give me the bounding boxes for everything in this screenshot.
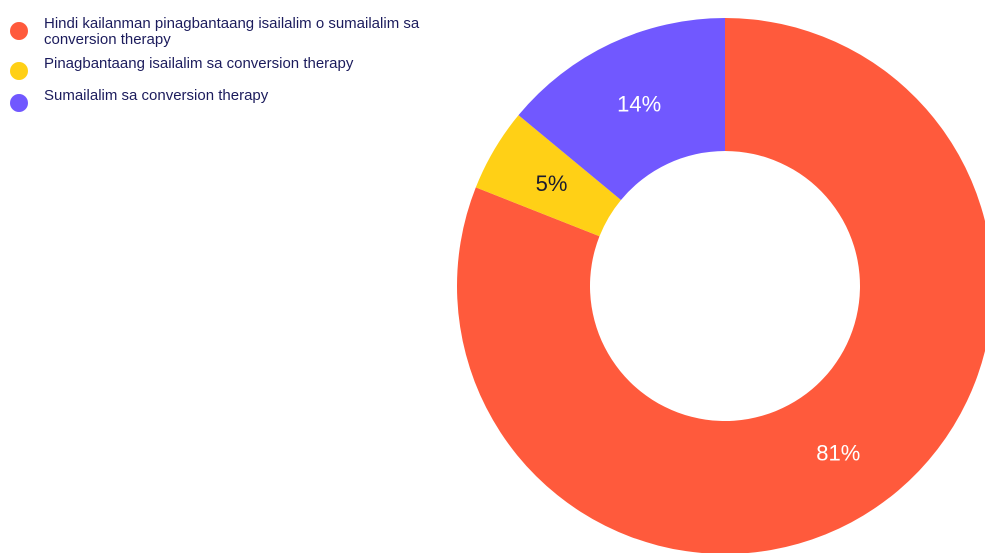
data-label: 81% <box>816 440 860 465</box>
donut-slice <box>457 18 985 553</box>
legend-item: Pinagbantaang isailalim sa conversion th… <box>10 56 490 80</box>
legend: Hindi kailanman pinagbantaang isailalim … <box>10 16 490 120</box>
legend-item: Sumailalim sa conversion therapy <box>10 88 490 112</box>
legend-swatch <box>10 62 28 80</box>
legend-label: Hindi kailanman pinagbantaang isailalim … <box>44 15 420 48</box>
legend-swatch <box>10 94 28 112</box>
data-label: 14% <box>617 91 661 116</box>
data-label: 5% <box>536 171 568 196</box>
legend-swatch <box>10 22 28 40</box>
legend-item: Hindi kailanman pinagbantaang isailalim … <box>10 16 490 48</box>
donut-slice <box>518 18 725 200</box>
legend-label: Pinagbantaang isailalim sa conversion th… <box>44 55 354 72</box>
legend-label: Sumailalim sa conversion therapy <box>44 87 269 104</box>
donut-slice <box>475 115 621 237</box>
